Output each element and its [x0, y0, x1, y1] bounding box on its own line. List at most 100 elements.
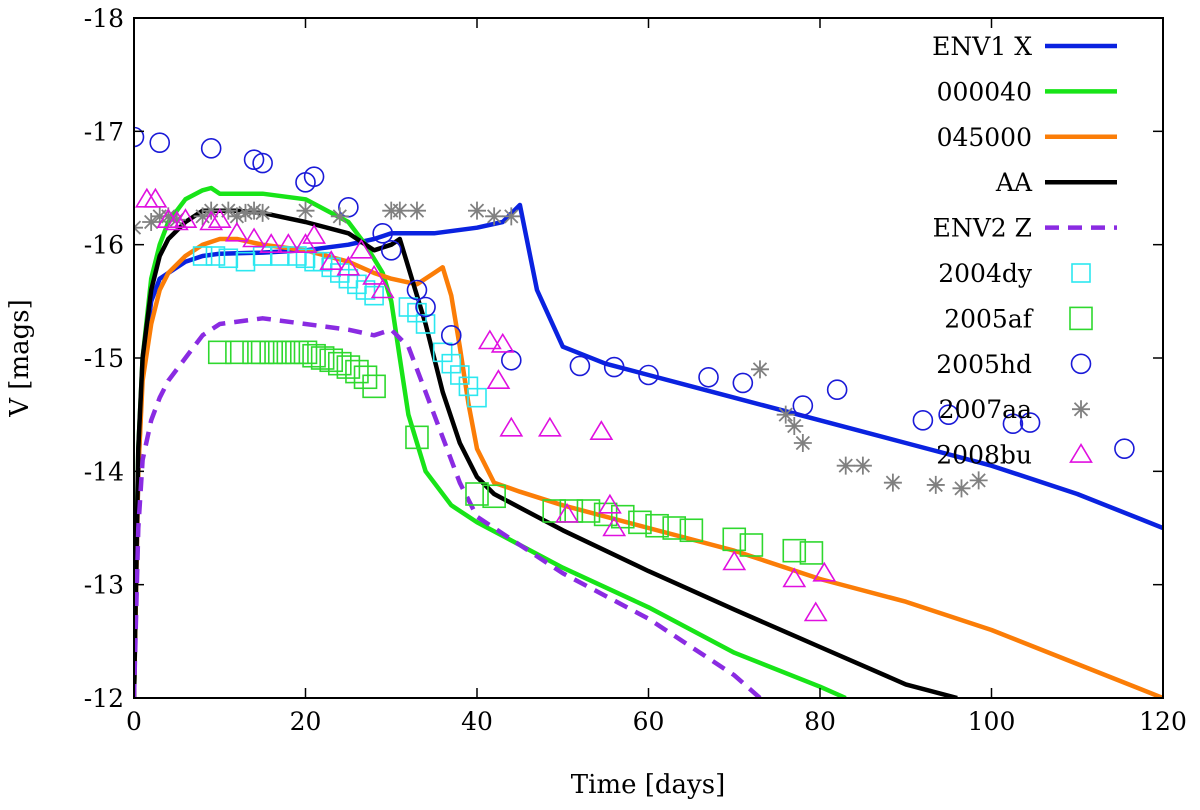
data-point — [793, 434, 812, 452]
data-point — [576, 499, 601, 523]
data-point — [242, 227, 266, 248]
data-point — [199, 210, 224, 231]
legend-swatch — [1071, 263, 1091, 283]
data-point — [785, 417, 804, 435]
x-tick-label: 100 — [968, 707, 1016, 736]
legend-label: AA — [995, 168, 1033, 197]
legend-label: ENV2 Z — [933, 214, 1032, 243]
axes: 0 20 40 60 80 100 120 -12 -13 -14 -15 -16 -17 -18 — [84, 4, 1187, 736]
data-point — [799, 541, 824, 565]
y-tick-label: -18 — [84, 4, 124, 33]
data-point — [610, 504, 635, 529]
data-point — [327, 351, 352, 376]
legend-label: 2007aa — [939, 395, 1033, 424]
data-point — [969, 471, 988, 490]
data-point — [149, 132, 171, 153]
data-point — [336, 355, 361, 379]
x-tick-label: 0 — [126, 707, 142, 736]
data-point — [252, 152, 273, 174]
data-point — [853, 456, 872, 475]
data-point — [467, 387, 487, 408]
data-point — [490, 332, 515, 353]
data-point — [207, 208, 232, 229]
legend-label: 2004dy — [938, 259, 1033, 288]
data-point — [407, 201, 426, 220]
series-line-env2-z — [134, 316, 762, 698]
data-point — [372, 223, 393, 244]
data-point — [193, 207, 212, 226]
data-point — [259, 233, 284, 253]
data-point — [602, 516, 627, 537]
data-point — [722, 550, 747, 571]
series-line-045000 — [134, 236, 1163, 698]
y-tick-label: -13 — [84, 571, 124, 600]
data-point — [415, 296, 436, 318]
data-point — [465, 482, 489, 506]
series-points-2008bu — [134, 187, 837, 622]
data-point — [883, 473, 902, 492]
data-point — [732, 372, 754, 394]
data-point — [364, 285, 384, 306]
legend-swatch — [1069, 306, 1093, 331]
data-point — [225, 340, 249, 365]
data-point — [293, 340, 318, 365]
data-point — [353, 365, 378, 390]
y-tick-label: -16 — [84, 231, 124, 260]
data-point — [390, 201, 409, 220]
series-points-2005af — [207, 340, 824, 565]
data-point — [638, 364, 659, 386]
data-point — [200, 138, 222, 159]
legend-label: 045000 — [937, 123, 1032, 152]
data-point — [812, 561, 837, 582]
data-point — [782, 538, 807, 563]
data-point — [537, 416, 562, 437]
data-point — [1019, 412, 1041, 433]
data-point — [662, 516, 687, 540]
legend-label: 2005hd — [936, 350, 1032, 379]
data-point — [336, 255, 361, 276]
data-point — [499, 416, 524, 437]
data-point — [319, 250, 344, 270]
data-point — [219, 201, 238, 220]
data-point — [836, 456, 855, 475]
data-point — [245, 201, 264, 220]
y-axis-title: V [mags] — [5, 299, 35, 417]
data-point — [296, 201, 315, 220]
data-point — [952, 479, 971, 498]
data-point — [628, 510, 652, 535]
data-point — [236, 203, 255, 222]
data-point — [415, 314, 436, 334]
data-point — [310, 346, 335, 370]
data-point — [164, 210, 189, 231]
series-points-2007aa — [134, 201, 988, 498]
data-point — [589, 420, 614, 440]
data-point — [485, 207, 504, 226]
legend: ENV1 X 000040 045000 AA ENV2 Z 2004dy 2005af 20… — [932, 32, 1117, 470]
data-point — [406, 279, 428, 301]
data-point — [926, 475, 945, 494]
data-point — [205, 246, 226, 266]
data-point — [803, 601, 828, 622]
legend-label: 2005af — [944, 304, 1034, 333]
data-point — [370, 278, 395, 299]
data-point — [542, 499, 566, 523]
series-line-000040 — [134, 185, 847, 698]
x-tick-label: 20 — [290, 707, 322, 736]
data-point — [502, 207, 521, 226]
plot-area — [134, 126, 1163, 698]
data-point — [938, 404, 959, 425]
y-tick-label: -17 — [84, 117, 124, 146]
data-point — [269, 246, 290, 266]
series-line-env1-x — [134, 202, 1163, 698]
legend-swatch — [1070, 353, 1092, 375]
data-point — [468, 201, 486, 220]
data-point — [912, 410, 934, 431]
x-tick-label: 60 — [633, 707, 665, 736]
data-point — [1002, 413, 1024, 435]
legend-swatch — [1072, 400, 1090, 419]
data-point — [477, 329, 502, 350]
data-point — [192, 246, 213, 266]
data-point — [345, 359, 369, 384]
data-point — [243, 149, 265, 170]
